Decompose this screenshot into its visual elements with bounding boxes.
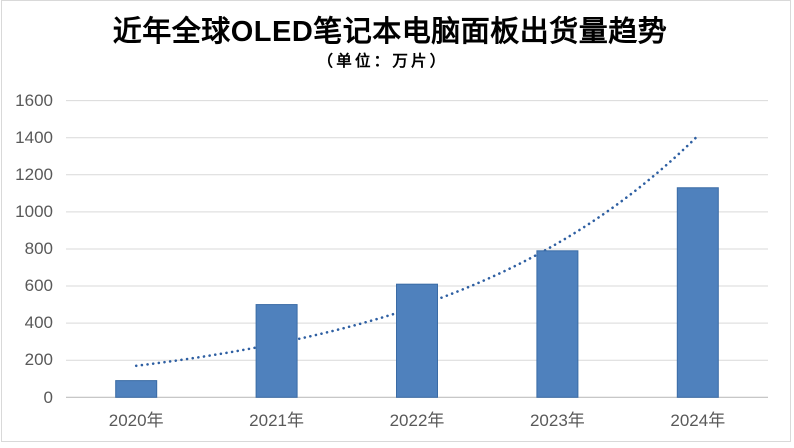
y-tick-label-0: 0 [43, 387, 53, 407]
trendline [134, 134, 700, 368]
y-axis-labels: 0 200 400 600 800 1000 1200 1400 1600 [0, 0, 60, 448]
y-tick-label-600: 600 [24, 276, 53, 296]
bar-2023年 [536, 250, 579, 398]
x-tick-label-2022年: 2022年 [389, 410, 445, 430]
chart-subtitle: （单位：万片） [317, 53, 449, 70]
x-tick-label-2024年: 2024年 [670, 410, 726, 430]
bar-2021年 [255, 304, 298, 398]
y-tick-label-800: 800 [24, 239, 53, 259]
y-tick-label-400: 400 [24, 313, 53, 333]
chart-title: 近年全球OLED笔记本电脑面板出货量趋势 [0, 13, 784, 51]
x-tick-label-2023年: 2023年 [529, 410, 585, 430]
x-tick-label-2021年: 2021年 [249, 410, 304, 430]
chart-title-suffix: 笔记本电脑面板出货量趋势 [313, 16, 668, 48]
bar-2022年 [396, 283, 438, 398]
bar-2020年 [115, 380, 158, 398]
chart-title-prefix: 近年全球 [112, 16, 231, 48]
y-tick-label-1200: 1200 [15, 165, 53, 184]
bar-2024年 [676, 187, 719, 398]
y-tick-label-1400: 1400 [15, 127, 53, 147]
y-tick-label-1600: 1600 [15, 90, 53, 110]
x-tick-label-2020年: 2020年 [108, 410, 164, 430]
y-tick-label-1000: 1000 [15, 202, 53, 222]
chart-title-brand: OLED [230, 16, 314, 48]
y-tick-label-200: 200 [24, 350, 53, 370]
x-axis-labels: 2020年 2021年 2022年 2023年 2024年 [0, 410, 794, 432]
